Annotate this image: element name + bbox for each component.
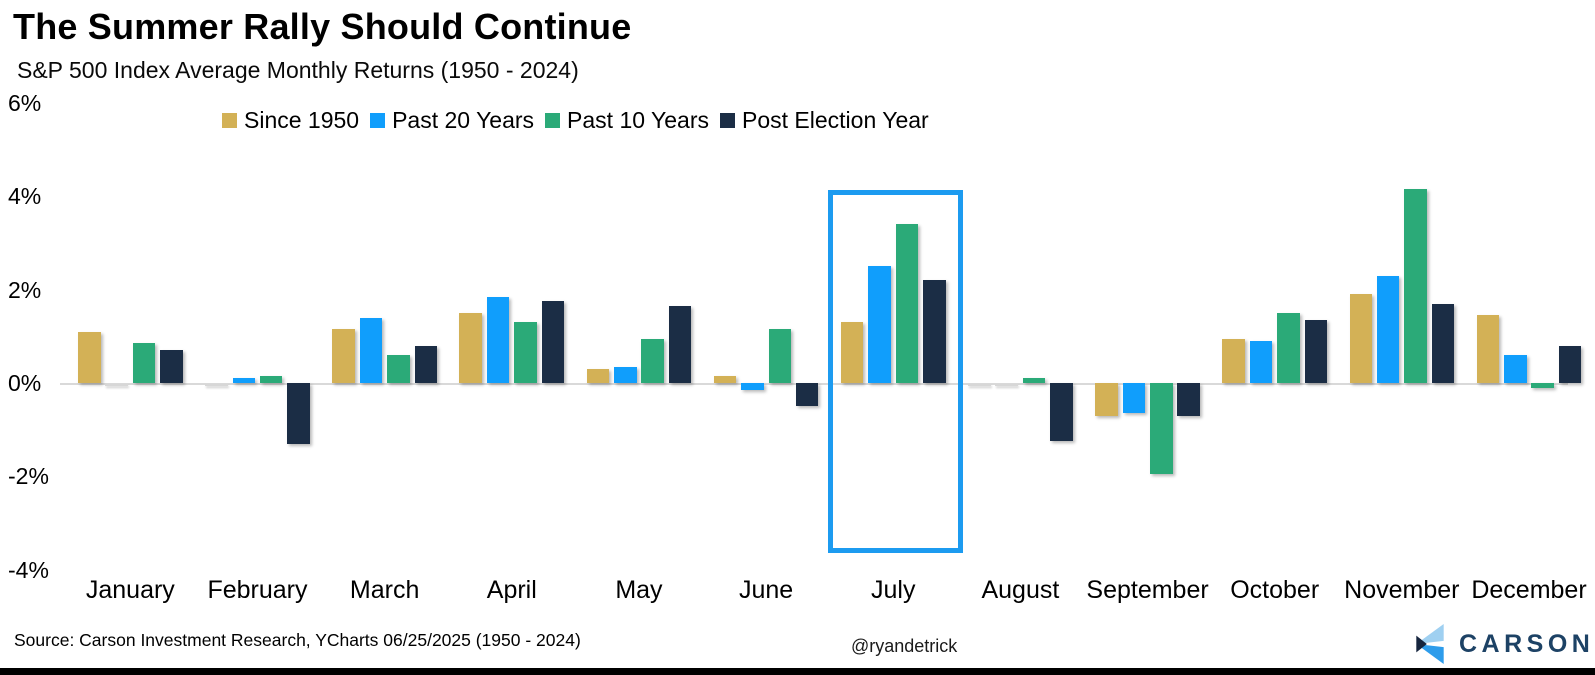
bar-november-past-10-years: [1404, 189, 1427, 383]
x-axis-label-june: June: [738, 576, 794, 604]
bar-august-post-election-year: [1050, 383, 1073, 442]
bar-june-past-10-years: [768, 329, 792, 383]
x-axis-label-october: October: [1230, 576, 1320, 604]
bottom-border-bar: [0, 668, 1595, 675]
bar-january-past-10-years: [132, 343, 156, 383]
bar-february-post-election-year: [287, 383, 310, 444]
x-axis-label-april: April: [486, 576, 537, 604]
y-axis-label: 4%: [8, 183, 42, 210]
page-title: The Summer Rally Should Continue: [13, 6, 632, 47]
bar-june-past-20-years: [741, 383, 764, 390]
bar-january-post-election-year: [160, 350, 183, 383]
bar-july-since-1950: [840, 322, 864, 383]
y-axis-label: 0%: [8, 370, 42, 396]
bar-may-past-20-years: [614, 366, 637, 383]
bar-november-post-election-year: [1431, 303, 1455, 383]
x-axis-label-november: November: [1344, 576, 1460, 604]
legend-swatch-icon: [545, 113, 561, 128]
bar-february-since-1950-zero: [205, 383, 228, 386]
bar-december-past-20-years: [1504, 354, 1527, 383]
legend-label: Post Election Year: [742, 107, 929, 133]
bar-february-past-20-years: [232, 378, 256, 383]
legend-swatch-icon: [370, 113, 386, 128]
bar-june-post-election-year: [795, 383, 819, 407]
bar-january-past-20-years-zero: [105, 383, 128, 386]
bar-october-past-10-years: [1277, 312, 1300, 383]
legend-item-post-election-year: Post Election Year: [720, 107, 929, 134]
bar-october-since-1950: [1222, 338, 1245, 383]
chart-legend: Since 1950 Past 20 Years Past 10 Years Post…: [222, 107, 940, 134]
bar-april-past-20-years: [486, 296, 510, 383]
bar-february-past-10-years: [259, 375, 283, 383]
bar-april-post-election-year: [541, 301, 565, 383]
y-axis-label: 6%: [8, 89, 42, 116]
bar-november-since-1950: [1349, 294, 1372, 383]
bar-may-past-10-years: [641, 338, 664, 383]
july-highlight-box: [827, 190, 963, 553]
bar-october-post-election-year: [1304, 319, 1328, 383]
y-axis-label: 2%: [8, 276, 42, 303]
bar-march-past-10-years: [387, 354, 410, 383]
bar-september-since-1950: [1095, 383, 1118, 416]
bar-november-past-20-years: [1376, 275, 1400, 383]
legend-swatch-icon: [222, 113, 237, 128]
carson-brand: CARSON: [1414, 624, 1594, 664]
carson-logo-icon: [1416, 624, 1444, 664]
legend-label: Since 1950: [244, 107, 360, 133]
bar-june-since-1950: [713, 375, 737, 383]
bar-december-since-1950: [1476, 315, 1500, 383]
legend-label: Past 10 Years: [567, 107, 709, 133]
y-axis-label: -2%: [8, 463, 49, 490]
x-axis-label-january: January: [85, 576, 175, 604]
bar-december-post-election-year: [1558, 345, 1582, 383]
bar-august-past-20-years-zero: [995, 383, 1018, 386]
x-axis-label-february: February: [207, 576, 308, 604]
legend-item-past-20-years: Past 20 Years: [370, 107, 534, 134]
bar-september-past-20-years: [1122, 383, 1146, 414]
bar-may-since-1950: [586, 368, 610, 383]
bar-august-since-1950-zero: [968, 383, 991, 386]
legend-item-past-10-years: Past 10 Years: [545, 107, 709, 134]
bar-january-since-1950: [78, 331, 101, 383]
x-axis-label-august: August: [981, 576, 1060, 604]
bar-september-past-10-years: [1150, 383, 1173, 475]
bar-may-post-election-year: [668, 305, 692, 383]
bar-april-past-10-years: [514, 322, 537, 383]
bar-march-post-election-year: [414, 345, 437, 383]
x-axis-label-may: May: [615, 576, 663, 604]
source-attribution: Source: Carson Investment Research, YCha…: [14, 630, 581, 650]
x-axis-label-march: March: [349, 576, 420, 604]
x-axis-label-december: December: [1471, 576, 1587, 604]
y-axis-label: -4%: [8, 556, 49, 583]
bar-october-past-20-years: [1249, 340, 1273, 383]
legend-swatch-icon: [720, 113, 735, 128]
brand-name: CARSON: [1459, 629, 1595, 658]
legend-item-since-1950: Since 1950: [222, 107, 359, 134]
bar-march-past-20-years: [359, 317, 383, 383]
page-subtitle: S&P 500 Index Average Monthly Returns (1…: [17, 57, 579, 83]
legend-label: Past 20 Years: [392, 107, 535, 133]
bar-july-past-20-years: [868, 266, 891, 383]
bar-april-since-1950: [459, 312, 482, 383]
bar-september-post-election-year: [1177, 383, 1200, 416]
author-handle: @ryandetrick: [851, 636, 958, 656]
x-axis-label-september: September: [1086, 576, 1209, 604]
bar-december-past-10-years: [1531, 383, 1554, 388]
bar-july-past-10-years: [895, 224, 919, 383]
bar-august-past-10-years: [1022, 378, 1046, 383]
bar-march-since-1950: [332, 329, 355, 383]
bar-july-post-election-year: [923, 280, 946, 383]
x-axis-label-july: July: [871, 576, 916, 604]
